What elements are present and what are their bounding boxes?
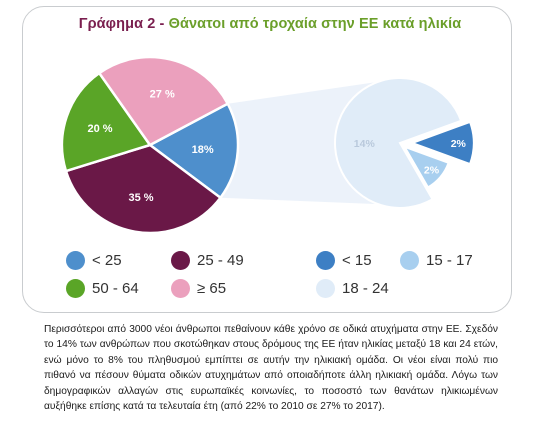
legend-swatch bbox=[66, 279, 85, 298]
sub-pie-slice-label: 2% bbox=[451, 138, 467, 150]
chart-title-rest: Θάνατοι από τροχαία στην ΕΕ κατά ηλικία bbox=[168, 16, 462, 32]
pie-slice-label: 20 % bbox=[87, 123, 112, 135]
sub-pie-slice-2 bbox=[402, 144, 450, 189]
pie-slice-1 bbox=[147, 101, 240, 200]
legend-swatch bbox=[171, 251, 190, 270]
legend-label: < 15 bbox=[342, 252, 372, 269]
sub-pie: 2% 2% 14% bbox=[334, 77, 475, 209]
chart-title-lead: Γράφημα 2 - bbox=[78, 16, 169, 32]
legend-swatch bbox=[316, 251, 335, 270]
legend-label: 25 - 49 bbox=[197, 252, 244, 269]
legend-swatch bbox=[400, 251, 419, 270]
legend-swatch bbox=[316, 279, 335, 298]
legend-label: ≥ 65 bbox=[197, 280, 227, 297]
pie-slice-4 bbox=[97, 55, 230, 147]
sub-pie-slice-label: 14% bbox=[354, 138, 376, 150]
legend-label: 15 - 17 bbox=[426, 252, 473, 269]
connector-band bbox=[220, 81, 378, 205]
main-pie: 18% 35 % 20 % 27 % bbox=[60, 55, 240, 235]
legend-label: 50 - 64 bbox=[92, 280, 139, 297]
pie-slice-3 bbox=[60, 71, 153, 173]
pie-slice-label: 18% bbox=[192, 144, 214, 156]
chart-title: Γράφημα 2 - Θάνατοι από τροχαία στην ΕΕ … bbox=[0, 16, 540, 32]
legend-label: 18 - 24 bbox=[342, 280, 389, 297]
legend-swatch bbox=[66, 251, 85, 270]
sub-pie-slice-label: 2% bbox=[424, 164, 440, 176]
legend-swatch bbox=[171, 279, 190, 298]
pie-slice-label: 27 % bbox=[150, 89, 175, 101]
legend-label: < 25 bbox=[92, 252, 122, 269]
sub-pie-slice-3 bbox=[334, 77, 463, 209]
pie-slice-2 bbox=[64, 143, 223, 235]
sub-pie-slice-1 bbox=[409, 120, 475, 166]
pie-slice-label: 35 % bbox=[128, 192, 153, 204]
body-paragraph: Περισσότεροι από 3000 νέοι άνθρωποι πεθα… bbox=[44, 324, 498, 413]
